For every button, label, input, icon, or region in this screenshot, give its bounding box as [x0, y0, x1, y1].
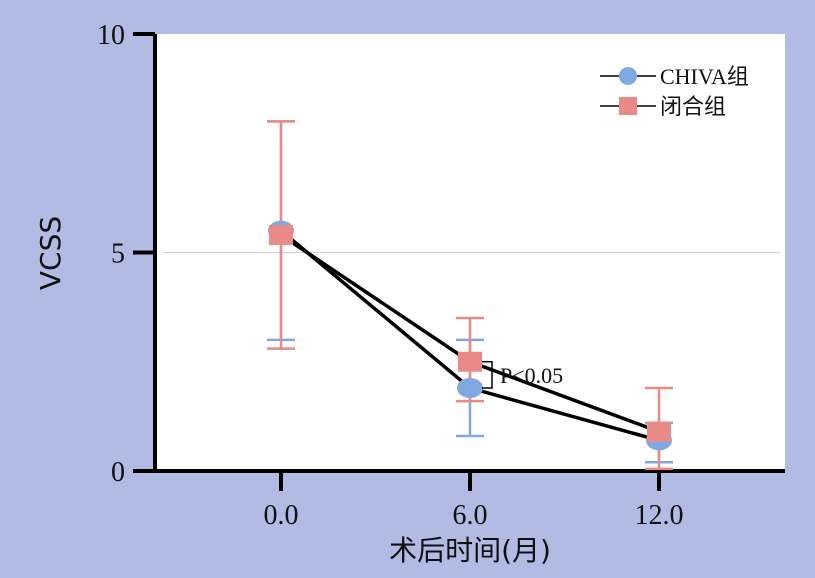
y-tick-label: 5 [111, 239, 125, 270]
significance-annotation: P<0.05 [482, 361, 563, 389]
x-tick-label: 6.0 [453, 500, 488, 531]
data-point [647, 421, 671, 442]
y-tick-label: 0 [111, 457, 125, 488]
legend-marker [619, 67, 637, 85]
data-point [457, 377, 483, 398]
legend-label: 闭合组 [660, 94, 726, 119]
y-axis-title: VCSS [34, 216, 67, 290]
x-tick-label: 0.0 [264, 500, 299, 531]
x-axis-title: 术后时间(月) [389, 534, 551, 567]
legend-marker [619, 97, 637, 115]
y-tick-label: 10 [97, 20, 125, 51]
x-tick-label: 12.0 [635, 500, 684, 531]
data-point [458, 351, 482, 372]
significance-label: P<0.05 [500, 363, 563, 388]
data-point [269, 225, 293, 246]
significance-bracket [482, 361, 493, 389]
legend-label: CHIVA组 [660, 64, 749, 89]
